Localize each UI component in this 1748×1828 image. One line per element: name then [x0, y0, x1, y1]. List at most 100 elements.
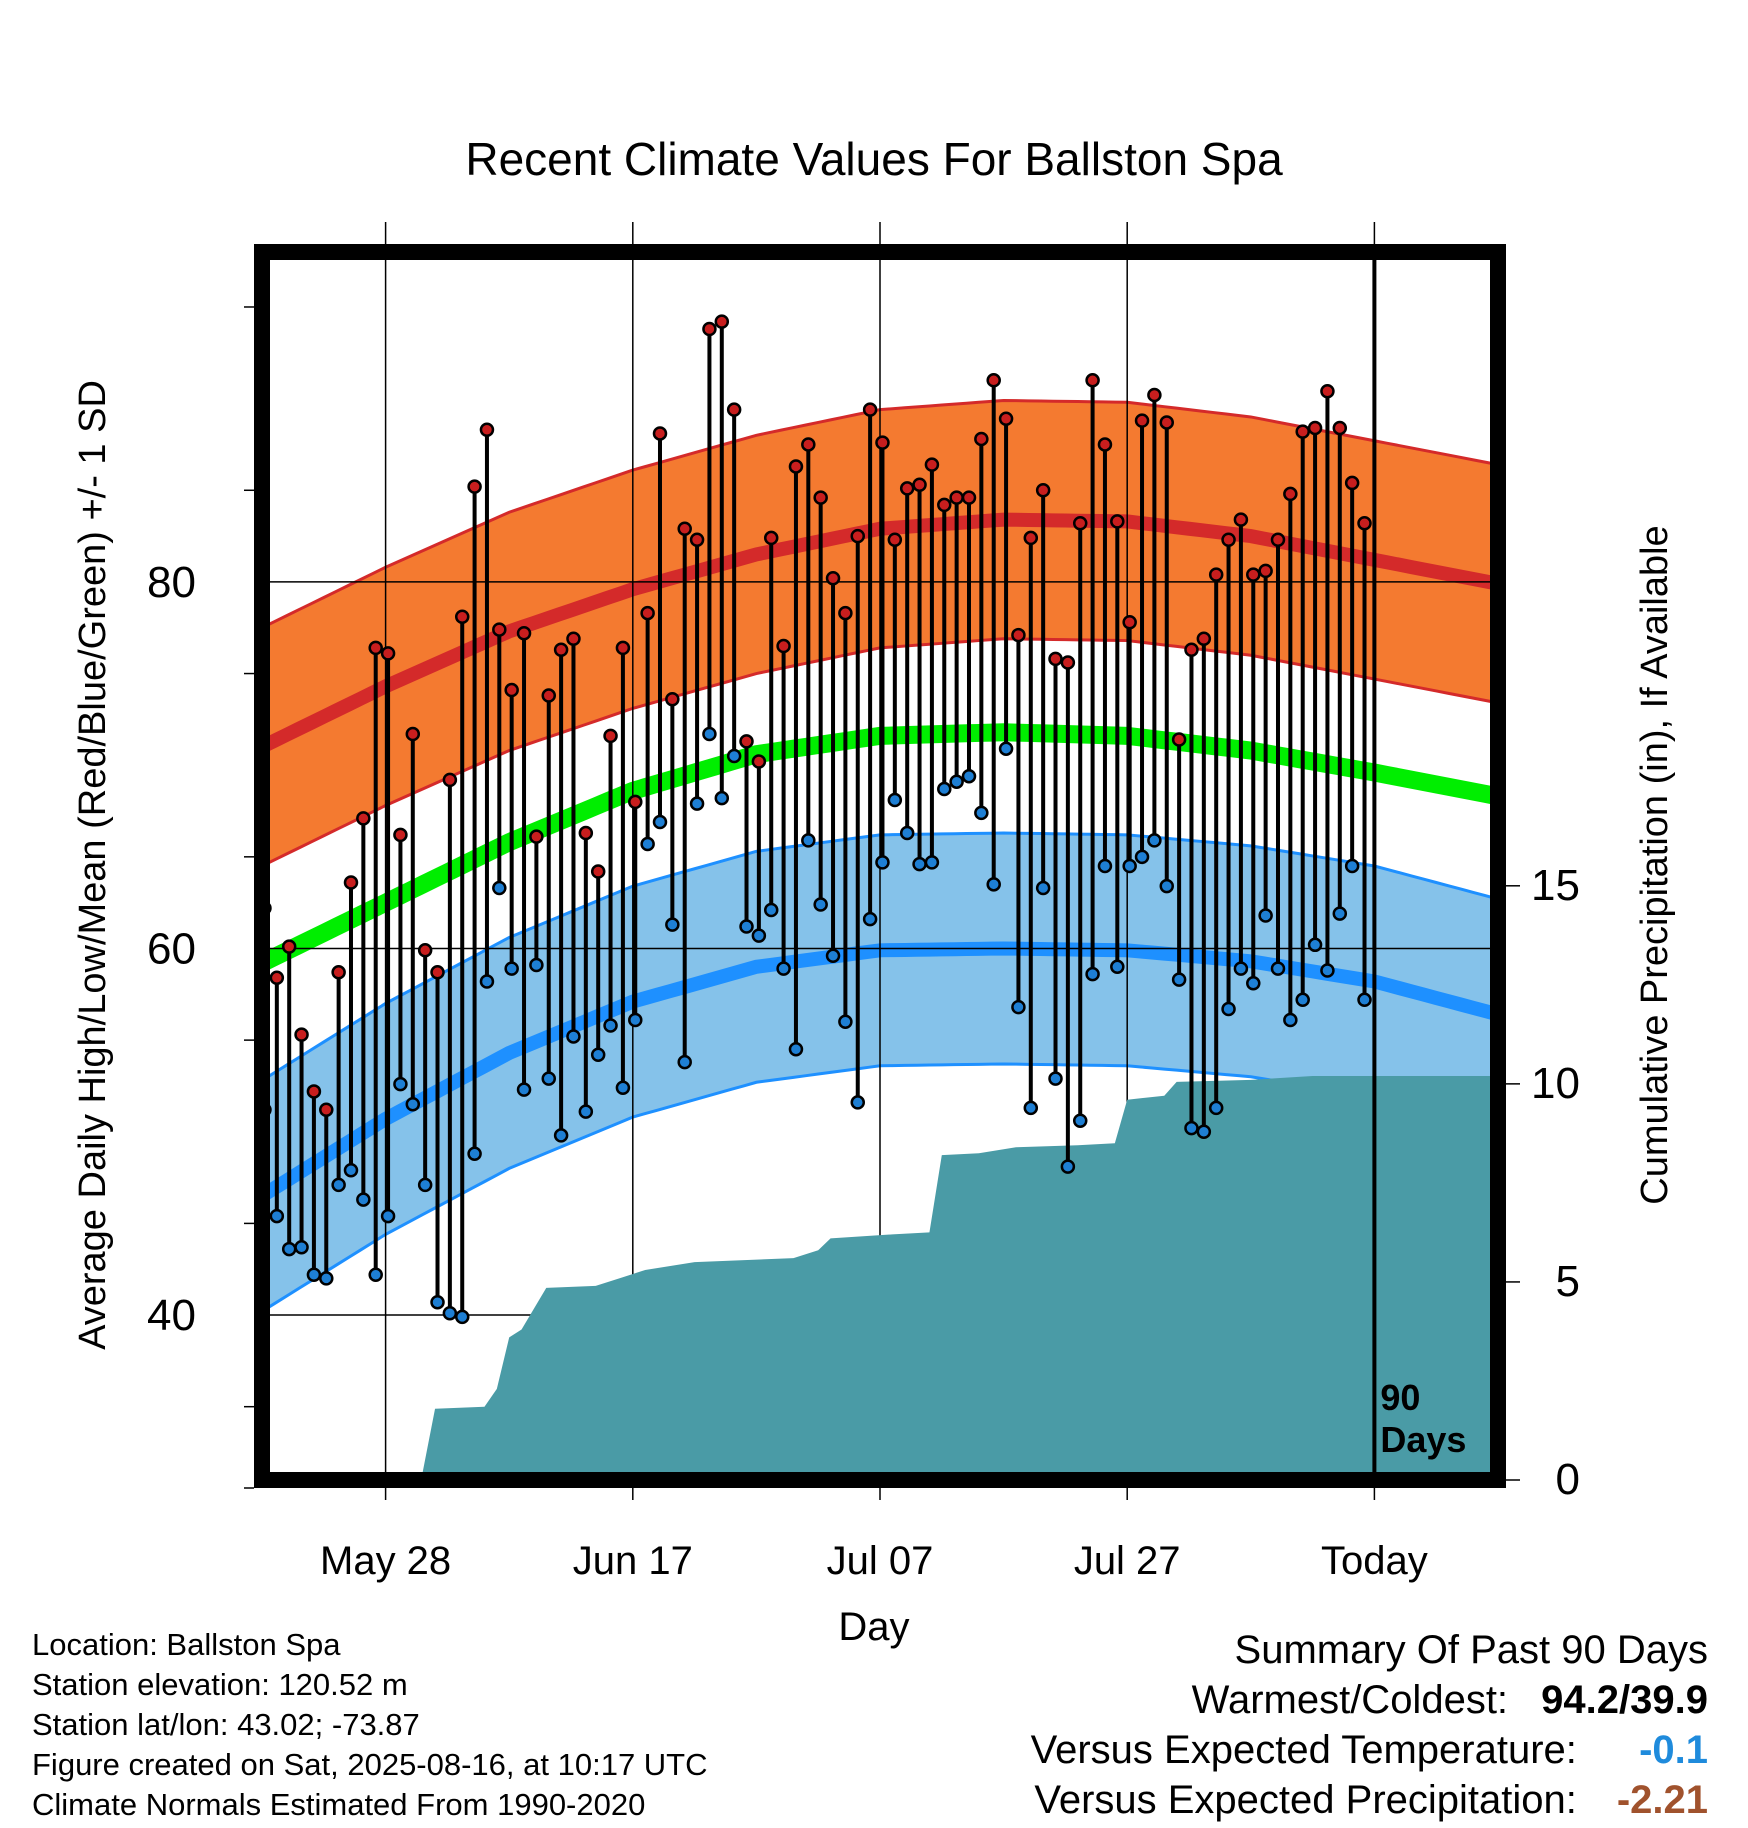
daily-low-point — [269, 1208, 285, 1224]
y2-tick-label: 10 — [1531, 1059, 1580, 1108]
daily-low-point — [590, 1047, 606, 1063]
daily-high-point — [974, 431, 989, 447]
daily-high-point — [281, 939, 297, 954]
daily-high-point — [763, 530, 779, 546]
daily-low-point — [652, 814, 668, 830]
precipitation-layer — [262, 1075, 1498, 1480]
summary-block: Summary Of Past 90 Days Warmest/Coldest:… — [1031, 1625, 1708, 1825]
axes-layer: 40 60 80 0 5 10 15 May 28 Jun 17 Jul 07 Jul 27 Toda… — [147, 222, 1580, 1583]
daily-low-point — [1246, 976, 1261, 991]
chart-title: Recent Climate Values For Ballston Spa — [465, 133, 1283, 185]
daily-low-point — [726, 748, 742, 764]
daily-low-point — [1258, 908, 1273, 923]
y2-tick-label: 5 — [1556, 1257, 1580, 1306]
daily-high-point — [492, 622, 507, 637]
daily-high-point — [961, 490, 977, 505]
daily-low-point — [912, 856, 927, 872]
daily-low-point — [1184, 1120, 1199, 1136]
daily-high-point — [1023, 530, 1039, 546]
daily-low-point — [1159, 878, 1175, 894]
daily-high-point — [714, 314, 730, 329]
daily-low-point — [1147, 833, 1162, 848]
daily-high-point — [751, 754, 767, 769]
y-tick-label: 40 — [147, 1291, 196, 1340]
daily-high-point — [306, 1084, 322, 1099]
summary-heading: Summary Of Past 90 Days — [1234, 1628, 1708, 1672]
daily-high-point — [529, 829, 544, 844]
daily-low-point — [1048, 1071, 1063, 1086]
daily-low-point — [356, 1192, 371, 1207]
daily-high-point — [813, 490, 828, 505]
y-tick-label: 60 — [147, 924, 196, 973]
daily-low-point — [553, 1128, 569, 1143]
daily-high-point — [393, 827, 408, 843]
daily-low-point — [479, 974, 495, 989]
daily-low-point — [417, 1177, 433, 1193]
daily-high-point — [430, 965, 445, 980]
daily-low-point — [1110, 959, 1125, 975]
daily-low-point — [1332, 906, 1348, 921]
daily-high-point — [875, 435, 890, 450]
extremes-label: Warmest/Coldest: — [1191, 1678, 1509, 1722]
daily-low-point — [751, 928, 767, 943]
daily-high-point — [1307, 420, 1323, 436]
daily-low-point — [1060, 1159, 1076, 1174]
daily-high-point — [1085, 373, 1100, 388]
daily-high-point — [1270, 532, 1286, 548]
elevation-text: Station elevation: 120.52 m — [32, 1667, 408, 1702]
daily-high-point — [504, 682, 519, 698]
daily-low-point — [442, 1305, 458, 1321]
daily-high-point — [739, 734, 754, 749]
daily-low-point — [665, 917, 680, 932]
daily-high-point — [553, 642, 569, 657]
x-tick-label: Jun 17 — [573, 1539, 693, 1583]
daily-low-point — [739, 919, 754, 934]
daily-high-point — [516, 625, 532, 641]
daily-high-point — [1246, 567, 1261, 582]
daily-low-point — [714, 790, 730, 806]
daily-high-point — [1196, 631, 1212, 646]
x-tick-label: Jul 07 — [827, 1539, 934, 1583]
daily-low-point — [1344, 858, 1360, 874]
daily-low-point — [529, 957, 544, 973]
daily-low-point — [974, 805, 989, 821]
daily-low-point — [615, 1080, 631, 1096]
daily-low-point — [788, 1042, 804, 1057]
station-info: Location: Ballston Spa Station elevation… — [32, 1625, 708, 1825]
daily-high-point — [726, 402, 742, 417]
daily-high-point — [1233, 512, 1249, 527]
location-text: Location: Ballston Spa — [32, 1627, 341, 1662]
daily-high-point — [380, 646, 396, 661]
daily-high-point — [1184, 642, 1199, 657]
daily-low-point — [306, 1267, 322, 1282]
cumulative-precip-area — [262, 1075, 1498, 1480]
daily-low-point — [998, 741, 1014, 756]
daily-high-point — [541, 688, 557, 703]
daily-low-point — [677, 1054, 692, 1070]
daily-low-point — [887, 792, 903, 808]
daily-low-point — [1221, 1001, 1236, 1017]
daily-high-point — [825, 570, 841, 586]
daily-high-point — [986, 373, 1001, 388]
daily-high-point — [269, 970, 285, 986]
daily-low-point — [603, 1018, 618, 1033]
daily-low-point — [924, 855, 940, 870]
daily-low-point — [566, 1029, 581, 1044]
daily-high-point — [838, 605, 853, 621]
normals-text: Climate Normals Estimated From 1990-2020 — [32, 1787, 646, 1822]
daily-high-point — [467, 479, 482, 494]
daily-high-point — [417, 943, 433, 958]
daily-low-point — [541, 1071, 557, 1086]
daily-high-point — [949, 490, 964, 505]
daily-high-point — [1283, 486, 1298, 502]
daily-low-point — [1270, 961, 1286, 976]
temp-value: -0.1 — [1639, 1728, 1708, 1772]
daily-high-point — [652, 426, 668, 441]
daily-low-point — [702, 726, 717, 742]
daily-high-point — [899, 481, 915, 496]
daily-low-point — [776, 961, 791, 976]
y-tick-label: 80 — [147, 558, 196, 607]
daily-high-point — [702, 321, 717, 337]
